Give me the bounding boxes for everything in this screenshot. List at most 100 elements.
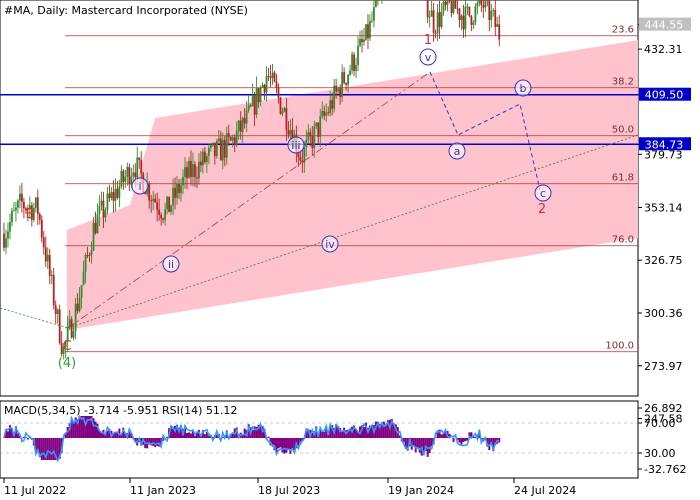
- indicator-axis-label: 30.00: [644, 447, 676, 460]
- price-axis-label: 273.97: [644, 360, 683, 373]
- candle-body: [229, 136, 232, 141]
- candle-body: [148, 183, 151, 201]
- candle-body: [496, 24, 499, 27]
- candle-body: [275, 81, 278, 89]
- candle-body: [343, 72, 346, 84]
- candle-body: [321, 111, 324, 117]
- candle-body: [70, 319, 73, 338]
- candle-body: [458, 8, 461, 21]
- candle-body: [180, 185, 182, 194]
- candle-body: [213, 142, 216, 157]
- wave-label: c: [540, 187, 546, 200]
- candle-body: [337, 88, 340, 92]
- wave-label: C: [62, 339, 71, 354]
- price-tag-bg: [639, 87, 691, 101]
- candle-body: [66, 326, 69, 342]
- candle-body: [239, 120, 242, 132]
- candle-body: [373, 7, 375, 21]
- candle-body: [235, 131, 238, 145]
- candle-body: [132, 172, 135, 177]
- candle-body: [184, 167, 186, 177]
- candle-body: [13, 210, 15, 212]
- candle-body: [494, 10, 497, 27]
- candle-body: [196, 177, 198, 179]
- candle-body: [22, 201, 25, 209]
- candle-body: [315, 122, 318, 127]
- candle-body: [311, 136, 314, 149]
- price-axis-label: 247.58: [644, 413, 683, 426]
- price-tag-bg: [639, 137, 691, 151]
- candle-body: [365, 24, 367, 40]
- candle-body: [68, 319, 71, 327]
- candle-body: [168, 196, 170, 213]
- rsi-line: [3, 414, 500, 463]
- instrument-name: Mastercard Incorporated (NYSE): [71, 4, 248, 17]
- candle-body: [72, 331, 75, 338]
- candle-body: [76, 303, 79, 312]
- time-axis-label: 18 Jul 2023: [258, 484, 320, 497]
- price-tag-bg: [639, 17, 691, 31]
- candle-body: [207, 148, 210, 157]
- price-axis-label: 353.14: [644, 201, 683, 214]
- candle-body: [249, 105, 252, 107]
- chart-header: #MA, Daily: Mastercard Incorporated (NYS…: [4, 4, 248, 17]
- candle-body: [313, 126, 316, 149]
- candle-body: [490, 10, 493, 20]
- candle-body: [319, 116, 322, 137]
- candle-body: [192, 164, 194, 177]
- candle-body: [176, 183, 178, 198]
- candle-body: [301, 160, 304, 163]
- symbol-label: #MA, Daily:: [4, 4, 68, 17]
- candle-body: [154, 198, 157, 203]
- candle-body: [464, 6, 467, 30]
- macd-value: -3.714: [84, 404, 120, 417]
- candle-body: [257, 87, 260, 103]
- candle-body: [112, 192, 115, 201]
- candle-body: [297, 153, 300, 157]
- candle-body: [255, 87, 258, 115]
- candle-body: [456, 8, 459, 10]
- candle-body: [333, 85, 336, 109]
- candle-body: [150, 200, 153, 202]
- candle-body: [261, 84, 264, 88]
- candle-body: [116, 188, 119, 198]
- candle-body: [130, 176, 133, 185]
- candle-body: [215, 140, 218, 157]
- candle-body: [259, 87, 262, 103]
- candle-body: [369, 20, 371, 39]
- candle-body: [476, 3, 479, 7]
- candle-body: [452, 0, 455, 13]
- wave-label-circle: [514, 79, 532, 97]
- candle-body: [164, 209, 167, 220]
- wave-label: b: [520, 82, 527, 95]
- candle-body: [243, 117, 246, 124]
- candle-body: [347, 74, 349, 85]
- candle-body: [474, 6, 477, 23]
- candle-body: [128, 167, 131, 185]
- candle-body: [82, 271, 85, 286]
- wave-label-circle: [419, 48, 437, 66]
- candle-body: [3, 233, 5, 248]
- indicator-axis-label: 70.00: [644, 417, 676, 430]
- candle-body: [233, 137, 236, 145]
- candle-body: [21, 193, 23, 202]
- wave-label-circle: [162, 255, 180, 273]
- candle-body: [269, 76, 272, 78]
- candle-body: [355, 65, 357, 71]
- candle-body: [446, 0, 449, 5]
- candle-body: [253, 94, 256, 115]
- candle-body: [166, 196, 168, 210]
- candle-body: [194, 164, 196, 178]
- candle-body: [140, 159, 143, 174]
- wave-label: iii: [291, 139, 300, 152]
- candle-body: [217, 138, 220, 141]
- candle-body: [48, 254, 51, 276]
- candle-body: [56, 309, 59, 314]
- candle-body: [305, 139, 308, 148]
- wave-label-circle: [131, 177, 149, 195]
- candle-body: [462, 15, 465, 30]
- candle-body: [100, 200, 103, 206]
- candle-body: [152, 198, 155, 201]
- candle-body: [88, 254, 91, 256]
- candle-body: [15, 207, 17, 211]
